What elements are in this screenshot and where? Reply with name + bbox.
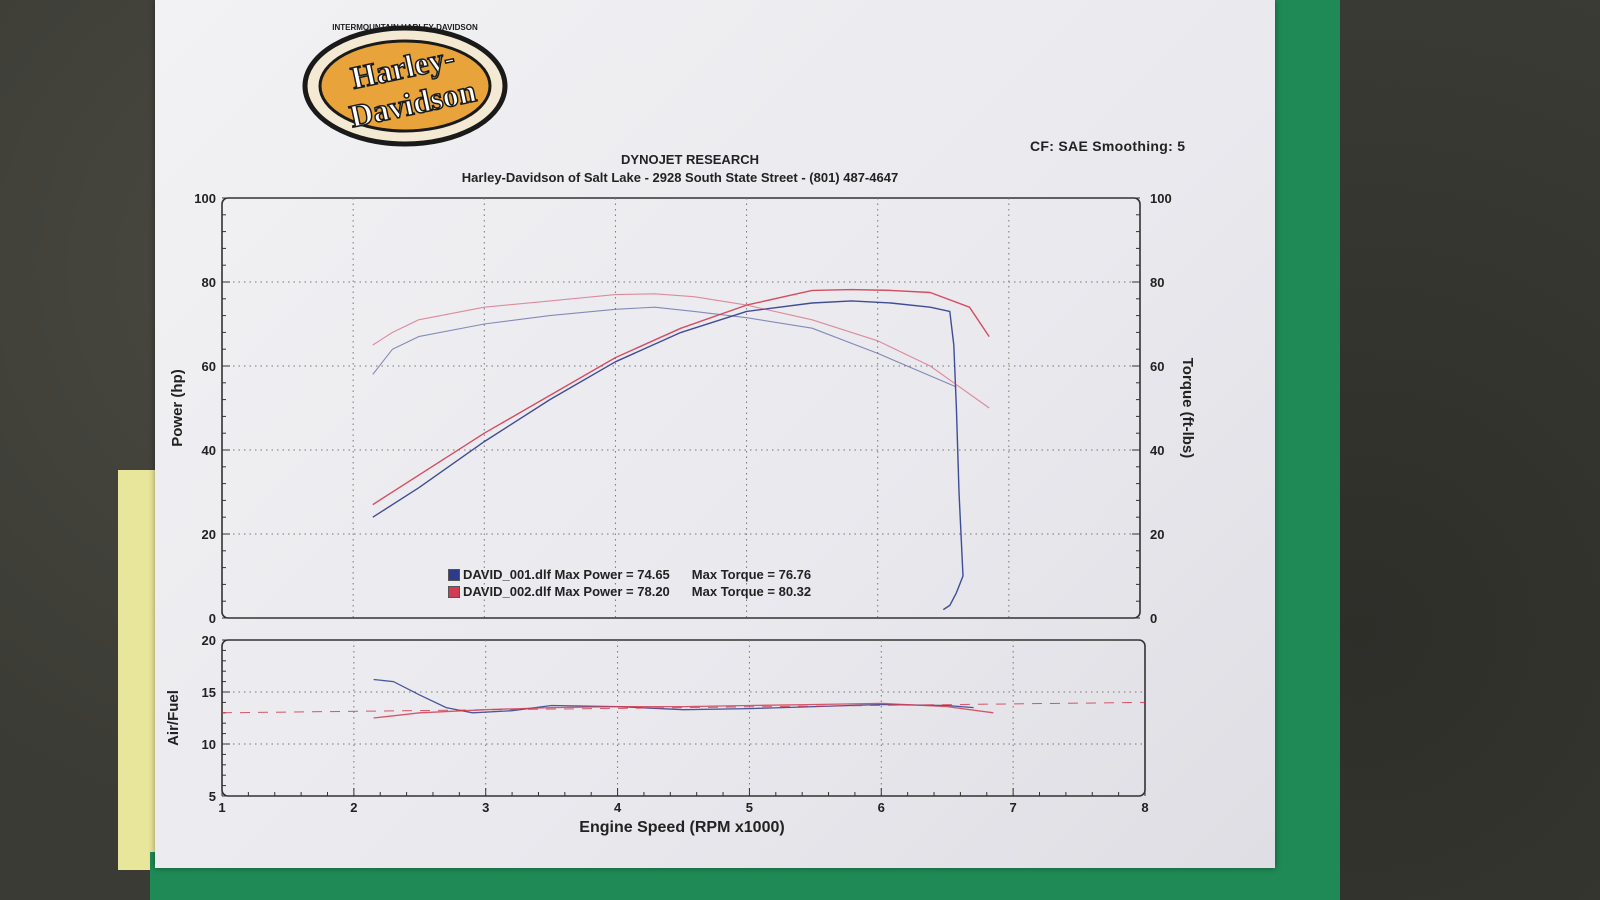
legend-torque-1: Max Torque = 76.76: [691, 567, 812, 582]
legend-row-2: DAVID_002.dlf Max Power = 78.20 Max Torq…: [448, 583, 811, 600]
chart-legend: DAVID_001.dlf Max Power = 74.65 Max Torq…: [448, 566, 811, 600]
rpm-tick-label: 2: [350, 800, 357, 815]
rpm-axis-title: Engine Speed (RPM x1000): [579, 819, 784, 836]
rpm-tick-label: 3: [482, 800, 489, 815]
airfuel-tick-label: 15: [202, 685, 216, 700]
power-line-david_002: [372, 288, 990, 506]
torque-axis-title: Torque (ft-lbs): [1179, 358, 1196, 459]
chart-series: [221, 288, 1146, 719]
legend-file-2: DAVID_002.dlf: [463, 584, 551, 599]
torque-line-david_001: [372, 306, 957, 388]
rpm-tick-label: 1: [218, 800, 225, 815]
dyno-sheet: [155, 0, 1275, 868]
torque-tick-label: 60: [1150, 359, 1164, 374]
rpm-tick-label: 7: [1010, 800, 1017, 815]
main-plot-frame: [221, 197, 1141, 619]
airfuel-tick-label: 5: [209, 789, 216, 804]
torque-tick-label: 80: [1150, 275, 1164, 290]
power-tick-label: 40: [202, 443, 216, 458]
airfuel-plot-frame: [221, 639, 1146, 797]
power-tick-label: 100: [194, 191, 216, 206]
logo-ring-text: INTERMOUNTAIN HARLEY-DAVIDSON: [332, 23, 478, 32]
power-tick-label: 0: [209, 611, 216, 626]
power-tick-label: 20: [202, 527, 216, 542]
legend-torque-2: Max Torque = 80.32: [691, 584, 812, 599]
yellow-paper-edge: [118, 470, 158, 870]
legend-swatch-2: [448, 585, 460, 598]
legend-file-1: DAVID_001.dlf: [463, 567, 551, 582]
chart-ticks: [221, 197, 1146, 797]
power-line-david_001: [372, 300, 964, 611]
report-company: DYNOJET RESEARCH: [621, 152, 759, 167]
rpm-tick-label: 4: [614, 800, 622, 815]
airfuel-target-line: [221, 701, 1146, 714]
rpm-tick-label: 5: [746, 800, 753, 815]
torque-tick-label: 0: [1150, 611, 1157, 626]
torque-line-david_002: [372, 293, 990, 409]
airfuel-line-david_002: [373, 702, 994, 719]
torque-tick-label: 20: [1150, 527, 1164, 542]
chart-frames: [221, 197, 1146, 797]
torque-tick-label: 100: [1150, 191, 1172, 206]
rpm-tick-label: 8: [1141, 800, 1148, 815]
legend-power-2: Max Power = 78.20: [554, 584, 670, 599]
power-axis-title: Power (hp): [169, 369, 186, 447]
airfuel-axis-title: Air/Fuel: [165, 690, 182, 746]
power-tick-label: 80: [202, 275, 216, 290]
chart-grid: [222, 198, 1145, 796]
rpm-tick-label: 6: [878, 800, 885, 815]
airfuel-tick-label: 10: [202, 737, 216, 752]
legend-swatch-1: [448, 568, 460, 581]
power-tick-label: 60: [202, 359, 216, 374]
legend-row-1: DAVID_001.dlf Max Power = 74.65 Max Torq…: [448, 566, 811, 583]
report-dealer: Harley-Davidson of Salt Lake - 2928 Sout…: [461, 170, 899, 185]
airfuel-tick-label: 20: [202, 633, 216, 648]
torque-tick-label: 40: [1150, 443, 1164, 458]
harley-davidson-logo: Harley- Davidson INTERMOUNTAIN HARLEY-DA…: [302, 23, 508, 147]
cf-smoothing-label: CF: SAE Smoothing: 5: [1030, 138, 1186, 154]
chart-labels: 0 20 40 60 80 100 0 20 40 60 80 100 5 10 15 20 1 2 3 4 5 6 7 8 P…: [165, 191, 1196, 836]
airfuel-line-david_001: [373, 678, 974, 714]
legend-power-1: Max Power = 74.65: [554, 567, 670, 582]
